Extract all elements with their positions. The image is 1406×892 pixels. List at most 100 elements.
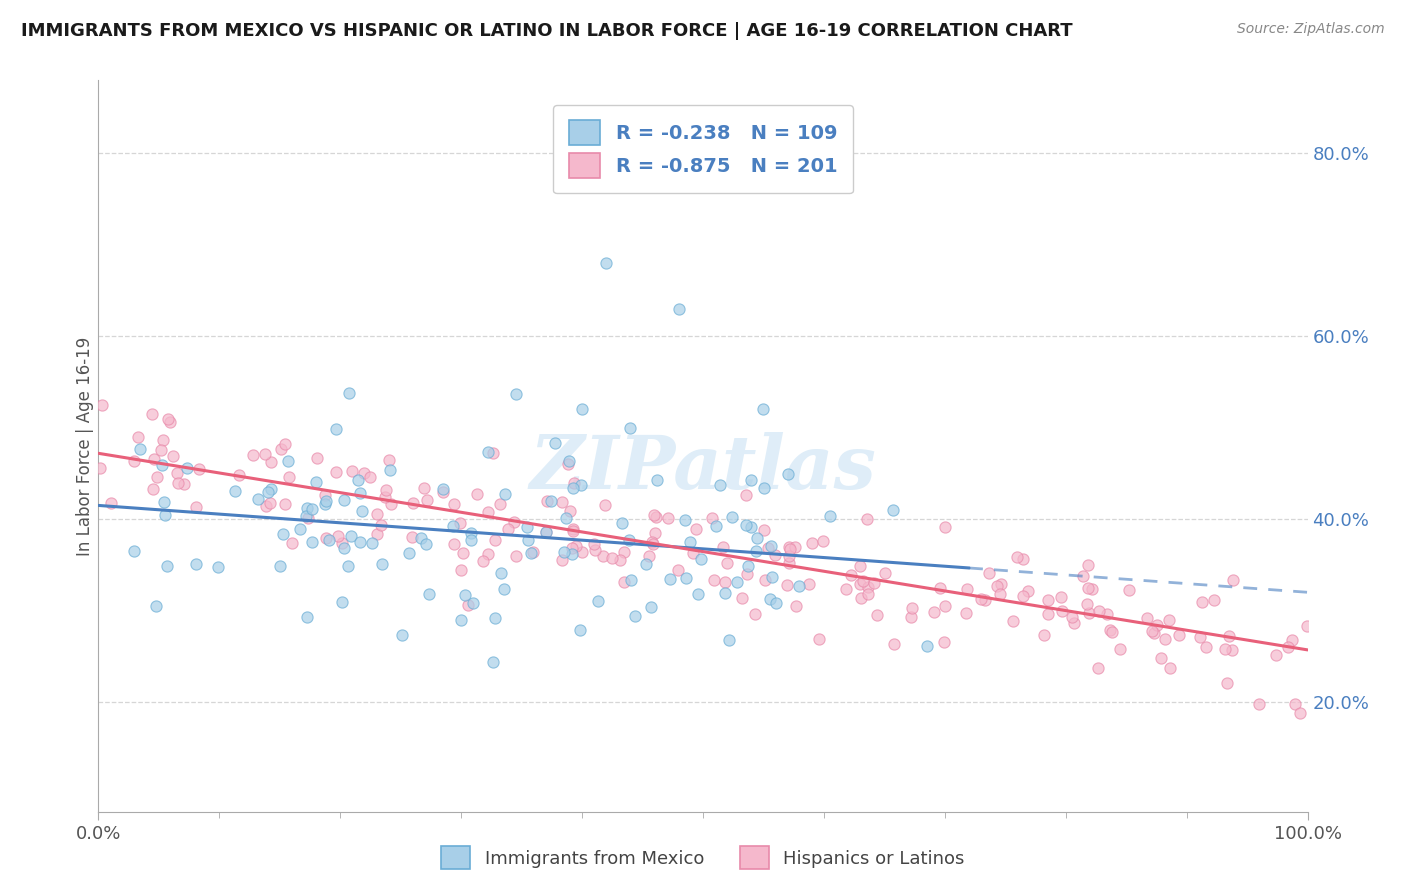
Point bbox=[928, 582, 950, 596]
Point bbox=[1213, 641, 1236, 656]
Point bbox=[1036, 592, 1059, 607]
Point bbox=[301, 502, 323, 516]
Point bbox=[413, 481, 436, 495]
Point bbox=[737, 559, 759, 574]
Point bbox=[1095, 607, 1118, 621]
Point bbox=[555, 510, 578, 524]
Point bbox=[1218, 629, 1240, 643]
Point bbox=[734, 518, 756, 533]
Point bbox=[783, 540, 806, 554]
Point bbox=[932, 635, 955, 649]
Point bbox=[337, 386, 360, 401]
Point bbox=[290, 522, 312, 536]
Point bbox=[254, 500, 277, 514]
Point bbox=[1146, 618, 1168, 632]
Point bbox=[544, 435, 567, 450]
Point bbox=[484, 533, 506, 548]
Point bbox=[484, 611, 506, 625]
Point bbox=[624, 609, 647, 624]
Point bbox=[370, 558, 392, 572]
Point bbox=[682, 546, 704, 560]
Point bbox=[228, 467, 250, 482]
Point bbox=[294, 508, 316, 523]
Point bbox=[314, 497, 336, 511]
Point bbox=[643, 508, 665, 523]
Point bbox=[1284, 698, 1306, 712]
Point bbox=[277, 454, 299, 468]
Point bbox=[609, 553, 631, 567]
Point bbox=[1011, 590, 1033, 604]
Point bbox=[638, 549, 661, 563]
Point bbox=[270, 442, 292, 456]
Point bbox=[778, 467, 800, 482]
Point bbox=[752, 481, 775, 495]
Point bbox=[645, 473, 668, 487]
Point bbox=[704, 518, 727, 533]
Point bbox=[162, 449, 184, 463]
Point bbox=[1007, 549, 1029, 564]
Point bbox=[1099, 623, 1122, 637]
Point bbox=[700, 510, 723, 524]
Point bbox=[443, 497, 465, 511]
Point bbox=[600, 550, 623, 565]
Point bbox=[778, 540, 800, 554]
Point bbox=[855, 512, 877, 526]
Point bbox=[716, 557, 738, 571]
Point bbox=[731, 591, 754, 605]
Point bbox=[560, 504, 582, 518]
Point bbox=[150, 458, 173, 473]
Point bbox=[449, 516, 471, 531]
Point bbox=[1296, 619, 1319, 633]
Point bbox=[740, 520, 762, 534]
Point bbox=[900, 600, 922, 615]
Point bbox=[713, 586, 735, 600]
Point bbox=[645, 509, 668, 524]
Point bbox=[592, 549, 614, 563]
Point bbox=[481, 446, 503, 460]
Point bbox=[679, 534, 702, 549]
Point bbox=[787, 579, 810, 593]
Point bbox=[745, 544, 768, 558]
Point bbox=[89, 461, 111, 475]
Point bbox=[305, 475, 328, 489]
Point bbox=[1077, 558, 1099, 573]
Point bbox=[534, 524, 557, 539]
Point bbox=[863, 576, 886, 591]
Point bbox=[380, 463, 402, 477]
Point bbox=[561, 481, 583, 495]
Point bbox=[690, 551, 713, 566]
Point bbox=[571, 402, 593, 417]
Point bbox=[1063, 616, 1085, 631]
Point bbox=[461, 596, 484, 610]
Point bbox=[122, 454, 145, 468]
Point bbox=[900, 610, 922, 624]
Point bbox=[613, 575, 636, 590]
Point bbox=[569, 623, 592, 637]
Point bbox=[314, 488, 336, 502]
Point bbox=[176, 461, 198, 475]
Point bbox=[505, 549, 527, 564]
Point bbox=[370, 517, 392, 532]
Point bbox=[145, 470, 167, 484]
Point bbox=[1101, 625, 1123, 640]
Point bbox=[866, 608, 889, 623]
Point bbox=[259, 496, 281, 510]
Point bbox=[432, 485, 454, 500]
Point bbox=[260, 482, 283, 496]
Point bbox=[740, 473, 762, 487]
Point bbox=[489, 498, 512, 512]
Point bbox=[673, 513, 696, 527]
Point bbox=[1011, 551, 1033, 566]
Point bbox=[260, 455, 283, 469]
Point bbox=[640, 600, 662, 615]
Point bbox=[492, 582, 515, 596]
Point bbox=[330, 595, 353, 609]
Point bbox=[274, 497, 297, 511]
Point bbox=[1109, 641, 1132, 656]
Point bbox=[156, 558, 179, 573]
Point bbox=[374, 483, 396, 497]
Point bbox=[347, 473, 370, 487]
Point bbox=[349, 535, 371, 549]
Point bbox=[153, 508, 176, 522]
Point bbox=[1202, 593, 1225, 607]
